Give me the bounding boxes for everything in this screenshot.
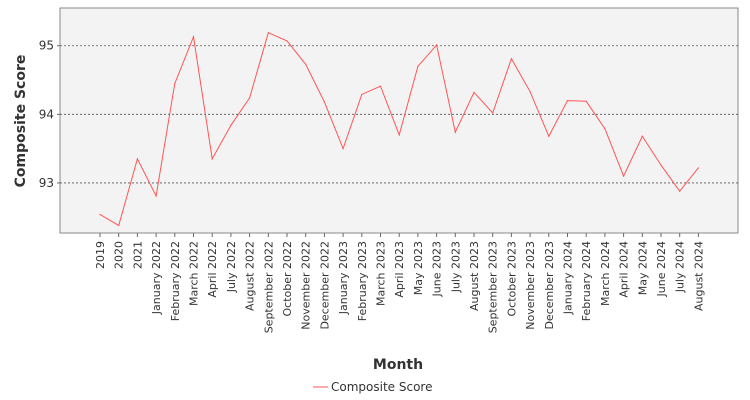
data-point: [623, 175, 625, 177]
x-tick-label: January 2022: [150, 241, 163, 315]
data-point: [492, 112, 494, 114]
data-point: [323, 101, 325, 103]
data-point: [192, 36, 195, 38]
data-point: [585, 100, 587, 102]
data-point: [361, 93, 363, 96]
x-tick-label: October 2022: [281, 241, 294, 317]
x-tick-label: March 2022: [188, 241, 201, 306]
x-tick-label: November 2023: [524, 241, 537, 330]
data-point: [342, 148, 344, 150]
data-point: [99, 213, 101, 216]
x-tick-label: June 2024: [655, 241, 668, 297]
x-axis-title: Month: [373, 357, 423, 373]
x-tick-label: September 2022: [262, 241, 275, 333]
grid-lines: [60, 45, 738, 184]
data-point: [660, 164, 662, 166]
x-tick-label: September 2023: [487, 241, 500, 333]
x-tick-label: 2021: [131, 241, 144, 269]
x-axis: 2019 2020 2021 January 2022 February 2022 Mar…: [94, 233, 705, 333]
data-point: [118, 224, 120, 227]
x-tick-label: March 2023: [375, 241, 388, 306]
data-point: [697, 167, 700, 169]
data-point: [379, 85, 382, 87]
x-tick-label: June 2023: [431, 241, 444, 297]
data-point: [211, 158, 213, 160]
data-point: [398, 134, 400, 136]
x-tick-label: February 2023: [356, 241, 369, 321]
x-tick-label: 2019: [94, 241, 107, 269]
x-tick-label: July 2022: [225, 241, 238, 293]
data-point: [417, 65, 419, 67]
data-point: [454, 131, 456, 133]
data-points: [99, 32, 700, 227]
data-point: [473, 91, 475, 93]
y-tick-label: 93: [39, 176, 54, 190]
data-point: [548, 135, 550, 137]
x-tick-label: December 2023: [543, 241, 556, 330]
x-tick-label: July 2023: [449, 241, 462, 293]
data-point: [136, 158, 138, 160]
data-point: [155, 195, 157, 197]
data-point: [286, 40, 288, 42]
x-tick-label: May 2023: [412, 241, 425, 295]
x-tick-label: May 2024: [636, 241, 649, 295]
x-tick-label: March 2024: [599, 241, 612, 306]
x-tick-label: April 2022: [206, 241, 219, 298]
x-tick-label: February 2024: [580, 241, 593, 321]
legend: Composite Score: [313, 380, 432, 394]
x-tick-label: December 2022: [318, 241, 331, 330]
data-point: [604, 128, 606, 130]
y-axis-title: Composite Score: [13, 55, 29, 188]
data-point: [305, 63, 307, 65]
x-tick-label: 2020: [113, 241, 126, 269]
x-tick-label: February 2022: [169, 241, 182, 321]
data-point: [267, 32, 269, 34]
x-tick-label: October 2023: [505, 241, 518, 317]
x-tick-label: April 2023: [393, 241, 406, 298]
data-point: [641, 135, 643, 137]
x-tick-label: April 2024: [618, 241, 631, 298]
x-tick-label: November 2022: [300, 241, 313, 330]
y-tick-label: 94: [39, 107, 54, 121]
data-point: [566, 100, 569, 102]
y-axis: 93 94 95: [39, 39, 60, 190]
x-tick-label: January 2023: [337, 241, 350, 315]
x-tick-label: July 2024: [674, 241, 687, 293]
data-point: [510, 58, 512, 60]
data-point: [230, 124, 232, 126]
plot-area: [59, 7, 739, 234]
data-point: [529, 91, 531, 93]
data-point: [436, 44, 438, 46]
x-tick-label: August 2024: [692, 241, 705, 311]
data-point: [174, 82, 176, 85]
data-point: [679, 190, 681, 192]
x-tick-label: August 2022: [244, 241, 257, 311]
x-tick-label: August 2023: [468, 241, 481, 311]
x-tick-label: January 2024: [562, 241, 575, 315]
legend-label: Composite Score: [331, 380, 432, 394]
data-point: [249, 97, 251, 99]
y-tick-label: 95: [39, 39, 54, 53]
